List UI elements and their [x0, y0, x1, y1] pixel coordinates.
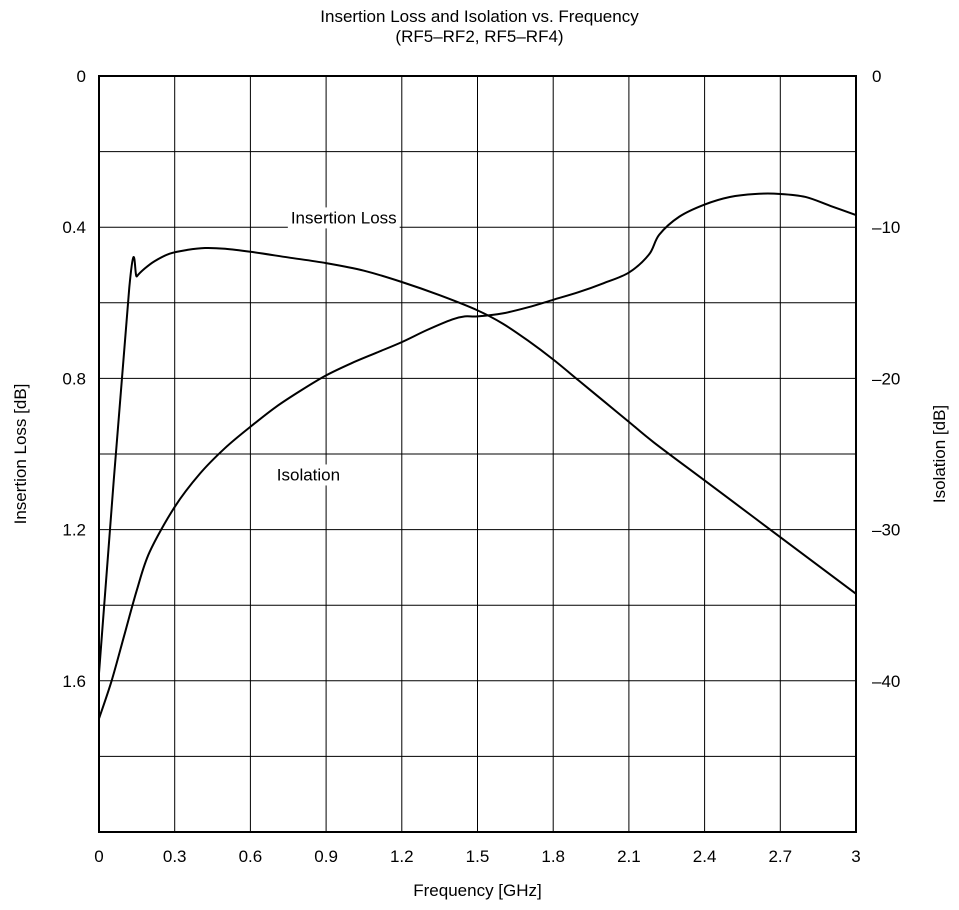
y-right-tick-label: –30 — [872, 521, 900, 540]
annotation-label: Insertion Loss — [291, 208, 397, 227]
annotation-background — [273, 464, 344, 486]
x-tick-label: 1.5 — [466, 847, 490, 866]
y-right-tick-label: –40 — [872, 672, 900, 691]
plot-frame — [98, 75, 857, 833]
y-left-tick-label: 1.6 — [62, 672, 86, 691]
series-line-insertion-loss — [98, 246, 857, 674]
chart-title: Insertion Loss and Isolation vs. Frequen… — [320, 7, 639, 26]
x-tick-label: 0.9 — [314, 847, 338, 866]
y-left-tick-label: 0.4 — [62, 218, 86, 237]
x-tick-label: 0.3 — [163, 847, 187, 866]
x-tick-label: 2.4 — [693, 847, 717, 866]
annotation-background — [287, 207, 400, 229]
chart-subtitle: (RF5–RF2, RF5–RF4) — [395, 27, 564, 46]
x-tick-label: 2.7 — [768, 847, 792, 866]
y-axis-label-right: Isolation [dB] — [930, 405, 949, 503]
grid — [99, 76, 856, 832]
y-right-tick-label: 0 — [872, 67, 881, 86]
y-left-tick-label: 0.8 — [62, 369, 86, 388]
series-line-isolation — [98, 192, 857, 719]
x-tick-label: 0.6 — [239, 847, 263, 866]
x-tick-label: 2.1 — [617, 847, 641, 866]
x-tick-label: 0 — [94, 847, 103, 866]
x-axis-label: Frequency [GHz] — [413, 881, 542, 900]
x-tick-label: 1.2 — [390, 847, 414, 866]
y-axis-label-left: Insertion Loss [dB] — [11, 384, 30, 525]
y-left-tick-label: 0 — [77, 67, 86, 86]
x-tick-label: 1.8 — [541, 847, 565, 866]
x-tick-label: 3 — [851, 847, 860, 866]
series-layer — [98, 192, 857, 719]
annotations: Insertion Loss Isolation — [273, 207, 400, 486]
annotation-label: Isolation — [277, 465, 340, 484]
y-right-tick-label: –10 — [872, 218, 900, 237]
y-right-tick-label: –20 — [872, 369, 900, 388]
tick-labels: 0 0.3 0.6 0.9 1.2 1.5 1.8 2.1 2.4 2.7 3 0 0.4 0.8 1.2 1… — [62, 67, 900, 866]
y-left-tick-label: 1.2 — [62, 521, 86, 540]
